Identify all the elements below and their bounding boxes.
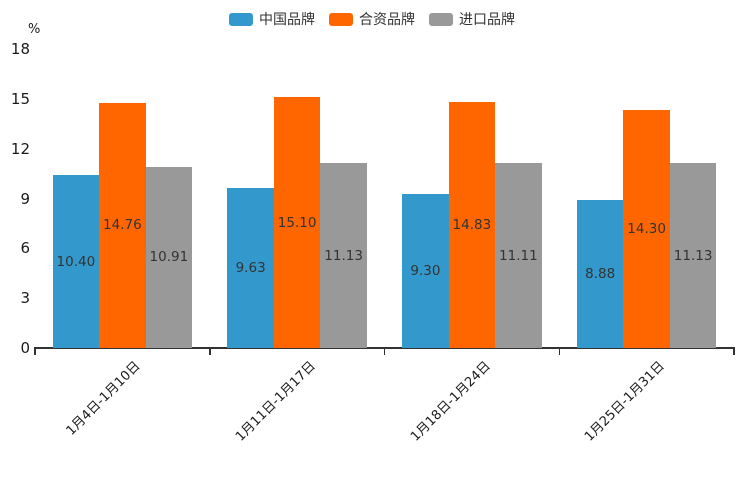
bar-series2-group2[interactable] xyxy=(273,97,321,348)
legend-swatch xyxy=(229,12,253,26)
bar-value-label: 14.83 xyxy=(452,216,492,233)
bar-series2-group4[interactable] xyxy=(623,110,670,348)
x-axis-tick xyxy=(733,349,735,355)
bar-value-label: 8.88 xyxy=(585,266,616,283)
y-axis-tick-label: 9 xyxy=(20,189,30,208)
x-axis-label: 1月11日-1月17日 xyxy=(232,358,319,445)
bar-value-label: 14.30 xyxy=(627,221,666,238)
bar-value-label: 11.13 xyxy=(673,247,713,264)
legend-item-3[interactable]: 进口品牌 xyxy=(429,9,515,29)
legend-item-1[interactable]: 中国品牌 xyxy=(229,9,315,29)
bar-series1-group4[interactable] xyxy=(576,200,624,348)
bar-series2-group1[interactable] xyxy=(99,102,146,348)
y-axis-tick-label: 18 xyxy=(10,40,30,58)
legend-swatch xyxy=(329,12,353,26)
y-axis-tick-label: 15 xyxy=(10,89,30,108)
legend-label: 进口品牌 xyxy=(459,12,515,28)
x-axis-tick xyxy=(34,349,36,355)
bar-value-label: 9.30 xyxy=(410,262,441,279)
y-axis-unit-label: % xyxy=(28,22,41,37)
bar-series1-group1[interactable] xyxy=(52,175,100,348)
bar-value-label: 15.10 xyxy=(277,214,317,231)
bar-series3-group4[interactable] xyxy=(669,163,717,348)
y-axis-tick-label: 12 xyxy=(10,139,30,158)
x-axis-label: 1月4日-1月10日 xyxy=(63,358,144,439)
x-axis-label: 1月25日-1月31日 xyxy=(582,358,669,445)
y-axis-tick-label: 3 xyxy=(20,289,30,308)
bar-value-label: 10.91 xyxy=(149,249,189,266)
legend-swatch xyxy=(429,12,453,26)
x-axis-tick xyxy=(558,349,560,355)
legend-label: 中国品牌 xyxy=(259,12,315,28)
x-axis-tick xyxy=(209,349,211,355)
legend: 中国品牌 合资品牌 进口品牌 xyxy=(0,9,744,29)
bar-value-label: 11.11 xyxy=(499,247,538,264)
x-axis-label: 1月18日-1月24日 xyxy=(407,358,494,445)
bar-value-label: 11.13 xyxy=(324,247,363,264)
bar-value-label: 9.63 xyxy=(235,260,266,277)
bar-series3-group3[interactable] xyxy=(495,163,542,348)
legend-label: 合资品牌 xyxy=(359,12,415,28)
bar-series3-group1[interactable] xyxy=(145,166,193,348)
bar-series2-group3[interactable] xyxy=(448,101,496,348)
bar-series1-group3[interactable] xyxy=(402,193,449,348)
x-axis-line xyxy=(34,347,735,349)
x-axis-tick xyxy=(383,349,386,355)
bar-value-label: 14.76 xyxy=(103,217,142,234)
bar-series3-group2[interactable] xyxy=(320,163,367,348)
bar-series1-group2[interactable] xyxy=(227,188,274,348)
y-axis-tick-label: 6 xyxy=(20,239,30,258)
y-axis-tick-label: 0 xyxy=(20,339,30,357)
bar-value-label: 10.40 xyxy=(56,253,96,270)
legend-item-2[interactable]: 合资品牌 xyxy=(329,9,415,29)
